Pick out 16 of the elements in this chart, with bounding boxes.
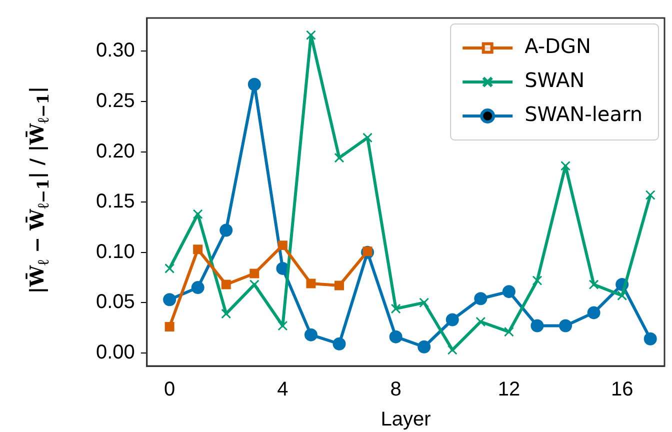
x-axis-title: Layer (380, 408, 432, 431)
y-tick-label: 0.25 (96, 90, 135, 112)
x-tick-label: 8 (390, 378, 402, 401)
x-tick-label: 0 (164, 378, 176, 401)
y-tick-label: 0.00 (96, 341, 135, 364)
legend-label: SWAN (524, 68, 585, 92)
y-tick-label: 0.15 (96, 190, 135, 213)
x-tick-label: 4 (277, 378, 288, 401)
y-tick-label: 0.30 (96, 40, 135, 62)
y-tick-label: 0.05 (96, 291, 135, 314)
x-tick-label: 16 (610, 378, 634, 401)
legend-label: SWAN-learn (524, 102, 643, 126)
x-tick-label: 12 (498, 378, 520, 401)
y-tick-label: 0.10 (96, 240, 135, 263)
y-tick-label: 0.20 (96, 140, 135, 162)
legend-label: A-DGN (524, 34, 591, 58)
